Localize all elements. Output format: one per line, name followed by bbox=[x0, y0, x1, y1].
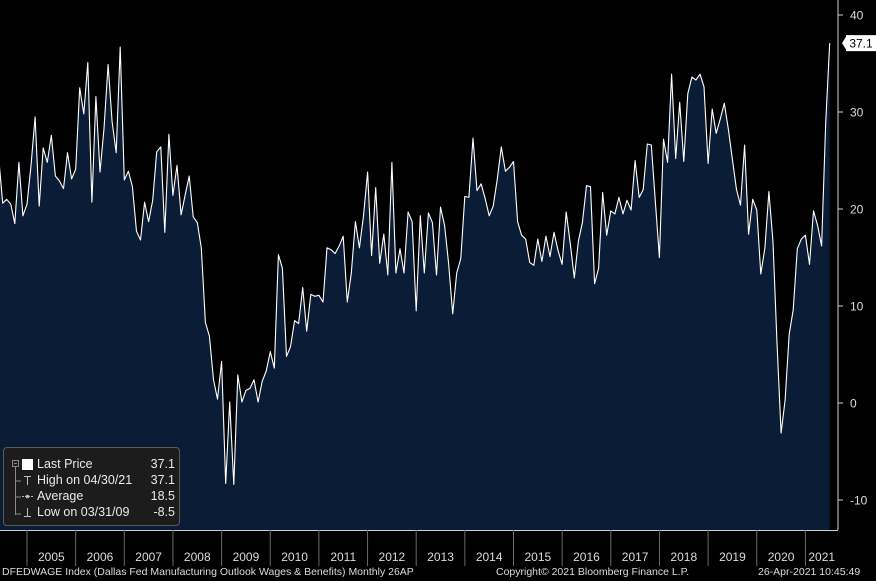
y-tick-label: 10 bbox=[850, 300, 864, 314]
legend-box: Last Price 37.1 High on 04/30/21 37.1 Av… bbox=[3, 447, 180, 526]
white-square-icon bbox=[22, 459, 33, 470]
legend-value: -8.5 bbox=[153, 505, 175, 519]
legend-item-average: Average 18.5 bbox=[4, 489, 181, 505]
x-tick-label: 2016 bbox=[573, 550, 600, 564]
x-tick-label: 2006 bbox=[87, 550, 114, 564]
footer-timestamp: 26-Apr-2021 10:45:49 bbox=[758, 566, 861, 578]
low-marker-icon bbox=[24, 508, 31, 517]
high-marker-icon bbox=[24, 476, 31, 485]
x-tick-label: 2012 bbox=[379, 550, 406, 564]
x-tick-label: 2007 bbox=[135, 550, 162, 564]
x-tick-label: 2018 bbox=[670, 550, 697, 564]
legend-item-high: High on 04/30/21 37.1 bbox=[4, 473, 181, 489]
x-tick-label: 2021 bbox=[808, 550, 835, 564]
legend-value: 18.5 bbox=[150, 489, 175, 503]
legend-label: Low on 03/31/09 bbox=[37, 505, 130, 519]
footer-copyright: Copyright© 2021 Bloomberg Finance L.P. bbox=[496, 566, 690, 578]
legend-label: High on 04/30/21 bbox=[37, 473, 133, 487]
x-tick-label: 2011 bbox=[330, 550, 356, 564]
x-tick-label: 2020 bbox=[768, 550, 795, 564]
footer-ticker-description: DFEDWAGE Index (Dallas Fed Manufacturing… bbox=[2, 566, 414, 578]
legend-item-last-price: Last Price 37.1 bbox=[4, 457, 181, 473]
x-tick-label: 2015 bbox=[524, 550, 551, 564]
last-price-label: 37.1 bbox=[849, 37, 873, 51]
y-tick-label: -10 bbox=[850, 494, 868, 508]
legend-item-low: Low on 03/31/09 -8.5 bbox=[4, 505, 181, 521]
y-tick-label: 0 bbox=[850, 397, 857, 411]
legend-value: 37.1 bbox=[150, 457, 175, 471]
x-tick-label: 2008 bbox=[184, 550, 211, 564]
x-axis: 2005 2006 2007 2008 2009 2010 2011 2012 2013 2014… bbox=[0, 530, 876, 566]
plot-area bbox=[0, 43, 831, 530]
legend-label: Average bbox=[37, 489, 84, 503]
x-tick-label: 2017 bbox=[622, 550, 649, 564]
series-line bbox=[0, 43, 831, 486]
x-tick-label: 2009 bbox=[233, 550, 260, 564]
y-axis: 37.1 -10 0 10 20 30 40 bbox=[837, 0, 876, 530]
legend-label: Last Price bbox=[37, 457, 93, 471]
x-axis-band bbox=[0, 530, 876, 566]
x-tick-label: 2013 bbox=[427, 550, 454, 564]
x-tick-label: 2005 bbox=[38, 550, 65, 564]
legend-tree-connector bbox=[12, 460, 21, 515]
y-tick-label: 40 bbox=[850, 9, 864, 23]
x-tick-label: 2019 bbox=[719, 550, 746, 564]
x-tick-label: 2014 bbox=[476, 550, 503, 564]
y-tick-label: 30 bbox=[850, 106, 864, 120]
average-marker-icon bbox=[22, 494, 33, 499]
y-tick-label: 20 bbox=[850, 203, 864, 217]
last-price-tag bbox=[846, 35, 876, 52]
x-tick-label: 2010 bbox=[281, 550, 308, 564]
last-price-pointer bbox=[842, 35, 847, 52]
legend-value: 37.1 bbox=[150, 473, 175, 487]
